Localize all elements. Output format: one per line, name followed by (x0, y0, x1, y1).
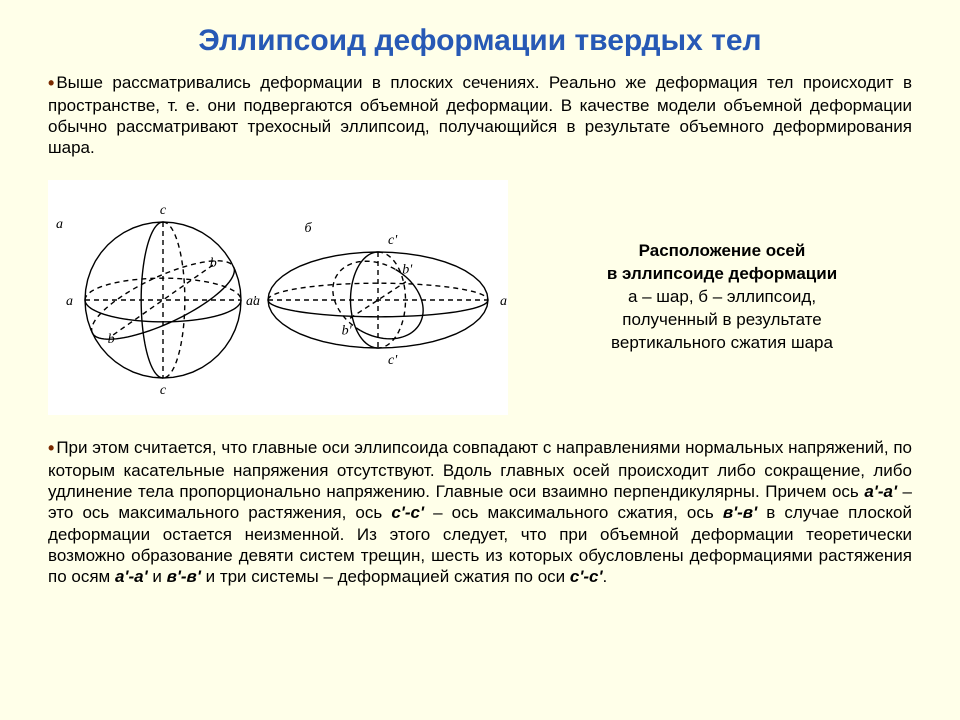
svg-text:a': a' (500, 294, 508, 309)
svg-text:c: c (160, 383, 167, 398)
svg-text:a': a' (246, 294, 257, 309)
svg-text:б: б (304, 221, 312, 236)
slide-title: Эллипсоид деформации твердых тел (48, 24, 912, 58)
ellipsoid-diagram: aaccbbаa'a'c'c'b'b'б (48, 180, 508, 415)
svg-text:c': c' (388, 233, 398, 248)
caption-line-4: полученный в результате (532, 309, 912, 332)
body-text-c: – ось максимального сжатия, ось (424, 503, 723, 522)
axis-cc-2: с'-с' (570, 567, 603, 586)
svg-text:c: c (160, 203, 167, 218)
svg-text:a: a (66, 294, 73, 309)
body-text-g: . (603, 567, 608, 586)
intro-paragraph: •Выше рассматривались деформации в плоск… (48, 72, 912, 158)
axis-aa: а'-а' (864, 482, 897, 501)
axis-aa-2: а'-а' (115, 567, 148, 586)
svg-text:b': b' (402, 263, 413, 278)
svg-text:b: b (108, 332, 115, 347)
caption-line-2: в эллипсоиде деформации (532, 263, 912, 286)
caption-line-1: Расположение осей (532, 240, 912, 263)
svg-text:b: b (210, 256, 217, 271)
body-paragraph: •При этом считается, что главные оси элл… (48, 437, 912, 587)
body-text-f: и три системы – деформацией сжатия по ос… (201, 567, 570, 586)
body-text-a: При этом считается, что главные оси элли… (48, 438, 912, 501)
caption-line-3: а – шар, б – эллипсоид, (532, 286, 912, 309)
bullet-icon: • (48, 438, 54, 458)
svg-text:а: а (56, 217, 63, 232)
slide: Эллипсоид деформации твердых тел •Выше р… (0, 0, 960, 720)
bullet-icon: • (48, 73, 54, 93)
caption-line-5: вертикального сжатия шара (532, 332, 912, 355)
axis-vv: в'-в' (723, 503, 757, 522)
axis-cc: с'-с' (391, 503, 424, 522)
figure-panel: aaccbbаa'a'c'c'b'b'б (48, 180, 508, 415)
axis-vv-2: в'-в' (167, 567, 201, 586)
svg-text:c': c' (388, 353, 398, 368)
figure-row: aaccbbаa'a'c'c'b'b'б Расположение осей в… (48, 180, 912, 415)
body-text-e: и (148, 567, 167, 586)
intro-text: Выше рассматривались деформации в плоски… (48, 73, 912, 157)
svg-text:b': b' (342, 324, 353, 339)
figure-caption: Расположение осей в эллипсоиде деформаци… (532, 240, 912, 355)
